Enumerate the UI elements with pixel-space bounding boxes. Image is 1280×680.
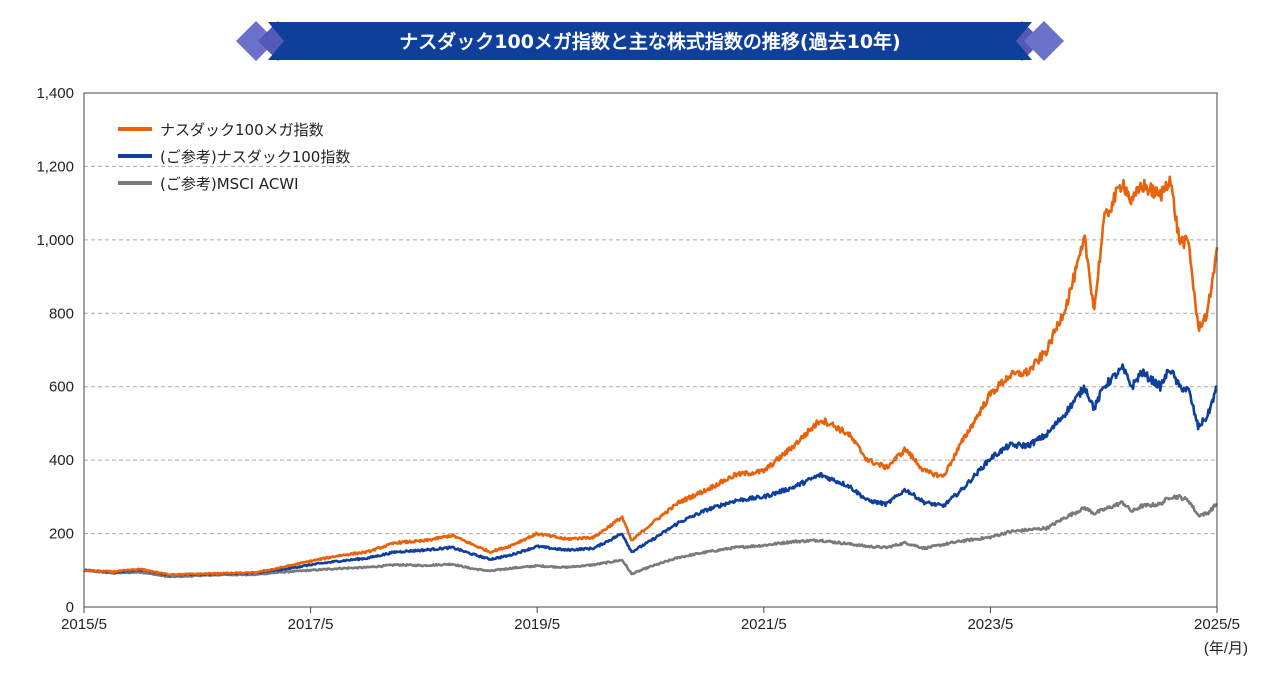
title-banner: ナスダック100メガ指数と主な株式指数の推移(過去10年) [236, 21, 1064, 61]
y-tick-label: 800 [49, 305, 74, 322]
axes [83, 92, 1218, 608]
legend-label: (ご参考)ナスダック100指数 [160, 148, 350, 166]
legend-label: (ご参考)MSCI ACWI [160, 175, 299, 193]
title-banner-right-diamond [1024, 21, 1064, 61]
chart-title: ナスダック100メガ指数と主な株式指数の推移(過去10年) [399, 30, 900, 53]
series-line-1 [83, 363, 1218, 577]
legend-label: ナスダック100メガ指数 [160, 121, 324, 139]
y-tick-label: 600 [49, 379, 74, 396]
x-axis-ticks: 2015/5 2017/5 2019/5 2021/5 2023/5 2025/5 [61, 607, 1240, 633]
x-tick-label: 2015/5 [61, 616, 107, 633]
x-tick-label: 2023/5 [967, 616, 1013, 633]
series-lines [83, 175, 1219, 579]
x-tick-label: 2021/5 [741, 616, 787, 633]
y-tick-label: 0 [66, 599, 74, 616]
title-banner-bar [268, 22, 1032, 60]
series-line-2 [83, 493, 1219, 579]
title-banner-left-diamond [236, 21, 276, 61]
series-line-0 [83, 175, 1219, 577]
y-tick-label: 1,200 [36, 158, 74, 175]
y-tick-label: 1,000 [36, 232, 74, 249]
plot-frame [83, 92, 1218, 608]
y-tick-label: 400 [49, 452, 74, 469]
x-axis-unit-label: (年/月) [1204, 640, 1248, 657]
x-tick-label: 2017/5 [288, 616, 334, 633]
legend: ナスダック100メガ指数 (ご参考)ナスダック100指数 (ご参考)MSCI ACW… [118, 121, 350, 193]
x-tick-label: 2019/5 [514, 616, 560, 633]
y-axis-ticks: 0 200 400 600 800 1,000 1,200 1,400 [36, 85, 74, 616]
y-tick-label: 200 [49, 526, 74, 543]
y-tick-label: 1,400 [36, 85, 74, 102]
x-tick-label: 2025/5 [1194, 616, 1240, 633]
